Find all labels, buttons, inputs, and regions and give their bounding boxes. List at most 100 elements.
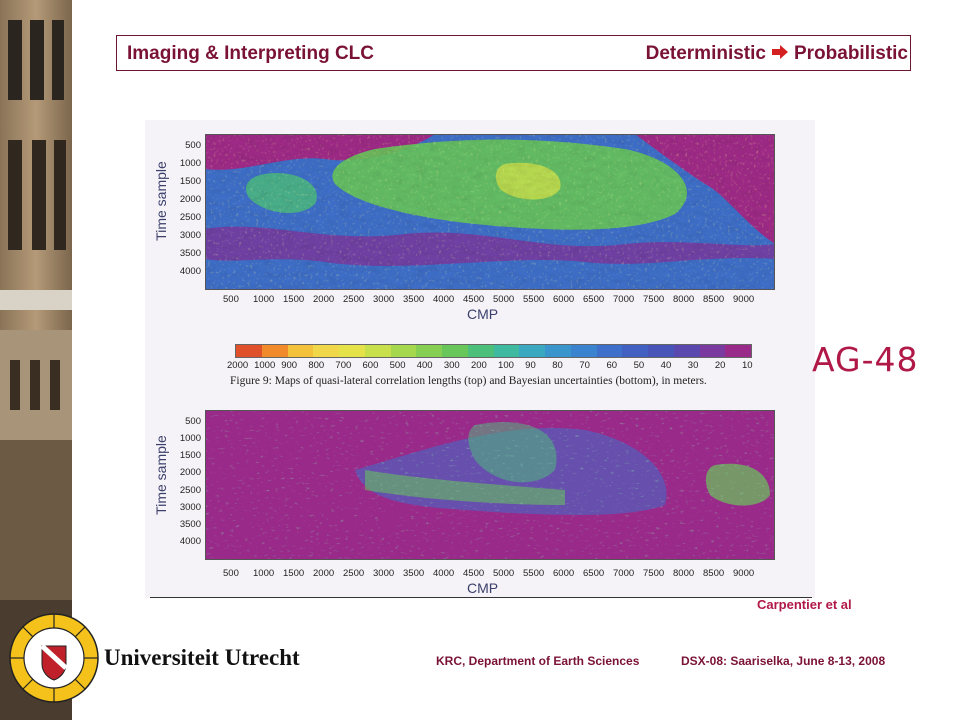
top-xtick: 2500 [343,294,365,305]
figure: Time sample 500 1000 1500 2000 2500 3000 3500 4… [145,120,815,605]
bottom-xtick: 3500 [403,568,425,579]
colorbar-swatch [339,345,365,357]
bottom-xlabel: CMP [467,580,499,596]
footer-event: DSX-08: Saariselka, June 8-13, 2008 [681,654,886,668]
bottom-xtick: 8000 [673,568,695,579]
colorbar-label: 80 [552,360,563,371]
colorbar-label: 700 [335,360,352,371]
colorbar-label: 900 [281,360,298,371]
top-ytick: 1000 [179,158,201,169]
top-xtick: 3500 [403,294,425,305]
top-xtick: 6000 [553,294,575,305]
top-ytick: 2000 [179,194,201,205]
top-ytick: 1500 [179,176,201,187]
top-xtick: 1000 [253,294,275,305]
colorbar-swatch [364,345,391,357]
colorbar-label: 40 [660,360,672,371]
top-xtick: 5500 [523,294,545,305]
colorbar-label: 30 [687,360,699,371]
slide-title-box: Imaging & Interpreting CLC Deterministic… [116,35,911,71]
probabilistic-label: Probabilistic [793,43,908,64]
colorbar-label: 20 [714,360,726,371]
colorbar-swatch [699,345,726,357]
top-xtick: 3000 [373,294,395,305]
colorbar-swatch [416,345,442,357]
bottom-ytick: 1500 [179,450,201,462]
colorbar-swatch [545,345,571,357]
colorbar-swatch [519,345,545,357]
bottom-xtick: 4000 [433,568,455,579]
slide-title: Imaging & Interpreting CLC [127,43,374,64]
colorbar-label: 1000 [254,360,276,371]
colorbar-swatch [467,345,494,357]
bottom-ytick: 4000 [179,536,201,547]
bottom-xtick: 5000 [493,568,515,579]
colorbar-swatch [596,345,623,357]
colorbar-swatch [673,345,700,357]
correlation-length-map [205,134,775,290]
bottom-ylabel: Time sample [153,435,169,515]
bottom-xtick: 9000 [733,568,755,579]
bottom-xtick: 7000 [613,568,635,579]
bottom-xtick: 6500 [583,568,605,579]
bottom-ytick: 2500 [179,484,201,496]
colorbar-label: 600 [362,360,379,371]
colorbar-label: 50 [633,360,645,371]
bottom-xtick: 1500 [283,568,305,579]
colorbar-label: 90 [525,360,536,371]
colorbar-swatch [493,345,520,357]
top-xtick: 7500 [643,294,665,305]
top-ytick: 500 [185,140,201,151]
figure-id-label: AG-48 [812,340,919,379]
top-xtick: 2000 [313,294,335,305]
colorbar-swatch [648,345,674,357]
bottom-xtick: 7500 [643,568,665,579]
colorbar-swatch [622,345,648,357]
top-xtick: 5000 [493,294,515,305]
separator-line [150,597,812,598]
top-xtick: 500 [223,294,239,305]
top-ytick: 3500 [179,248,201,259]
top-xtick: 4500 [463,294,485,305]
bottom-xtick: 8500 [703,568,725,579]
colorbar-swatch [442,345,468,357]
top-xtick: 7000 [613,294,635,305]
top-ytick: 4000 [179,266,201,277]
top-ylabel: Time sample [153,161,169,241]
bottom-xtick: 4500 [463,568,485,579]
bottom-xtick: 1000 [253,568,275,579]
top-xlabel: CMP [467,306,499,322]
colorbar [235,344,752,358]
colorbar-label: 100 [498,360,514,371]
colorbar-label: 800 [308,360,325,371]
figure-caption: Figure 9: Maps of quasi-lateral correlat… [230,375,707,387]
colorbar-swatch [570,345,597,357]
colorbar-swatch [390,345,417,357]
colorbar-swatch [725,345,751,357]
colorbar-swatch [313,345,339,357]
colorbar-label: 400 [416,360,433,371]
colorbar-label: 2000 [227,360,249,371]
arrow-right-icon [771,43,788,65]
top-xtick: 4000 [433,294,455,305]
credit: Carpentier et al [757,597,852,612]
top-xtick: 6500 [583,294,605,305]
bottom-ytick: 3500 [179,518,201,530]
colorbar-label: 10 [742,360,753,371]
university-name: Universiteit Utrecht [104,645,300,670]
colorbar-label: 300 [443,360,460,371]
bottom-ytick: 1000 [179,433,201,445]
bottom-xtick: 500 [223,568,239,579]
top-xtick: 8500 [703,294,725,305]
university-seal-icon [8,612,100,704]
colorbar-swatch [261,345,288,357]
top-xtick: 1500 [283,294,305,305]
uncertainty-map [205,410,775,560]
title-right: Deterministic Probabilistic [646,43,908,65]
bottom-ytick: 2000 [179,467,201,479]
top-xtick: 9000 [733,294,755,305]
top-ytick: 2500 [179,212,201,223]
colorbar-label: 70 [579,360,590,371]
top-xtick: 8000 [673,294,695,305]
bottom-xtick: 2000 [313,568,335,579]
